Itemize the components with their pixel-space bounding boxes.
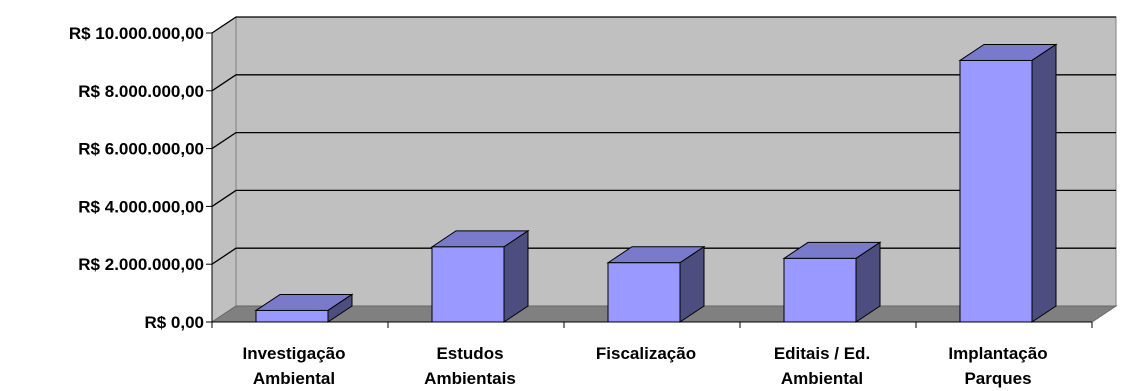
- x-tick-label: Editais / Ed.: [774, 344, 870, 363]
- bar-front: [431, 246, 505, 323]
- x-tick-label: Fiscalização: [596, 344, 696, 363]
- bar-front: [959, 59, 1033, 323]
- gridline: [211, 189, 1116, 207]
- x-tick-label: Ambientais: [424, 369, 516, 388]
- x-tick-label: Ambiental: [253, 369, 335, 388]
- bar: [254, 293, 354, 323]
- y-tick-label: R$ 2.000.000,00: [78, 255, 204, 274]
- bar: [782, 241, 882, 323]
- x-tick-label: Investigação: [243, 344, 346, 363]
- bar-side: [503, 229, 529, 323]
- y-tick-label: R$ 8.000.000,00: [78, 82, 204, 101]
- bar: [958, 43, 1058, 323]
- x-tick-label: Parques: [964, 369, 1031, 388]
- y-tick-label: R$ 6.000.000,00: [78, 140, 204, 159]
- gridline: [211, 74, 1116, 92]
- x-tick-label: Estudos: [436, 344, 503, 363]
- x-tick-label: Implantação: [948, 344, 1047, 363]
- y-tick-label: R$ 0,00: [144, 313, 204, 332]
- bar-front: [607, 262, 681, 323]
- y-tick-label: R$ 4.000.000,00: [78, 197, 204, 216]
- bar-front: [255, 309, 329, 323]
- bar: [430, 229, 530, 323]
- x-axis-labels: Investigação Ambiental Estudos Ambientais Fi…: [243, 344, 1048, 388]
- bars: [254, 43, 1058, 323]
- side-wall: [211, 16, 237, 323]
- y-tick-label: R$ 10.000.000,00: [69, 24, 204, 43]
- bar-front: [783, 257, 857, 323]
- gridline: [211, 16, 1116, 34]
- bar-side: [1031, 43, 1057, 323]
- gridline: [211, 131, 1116, 150]
- x-tick-label: Ambiental: [781, 369, 863, 388]
- bar: [606, 245, 706, 323]
